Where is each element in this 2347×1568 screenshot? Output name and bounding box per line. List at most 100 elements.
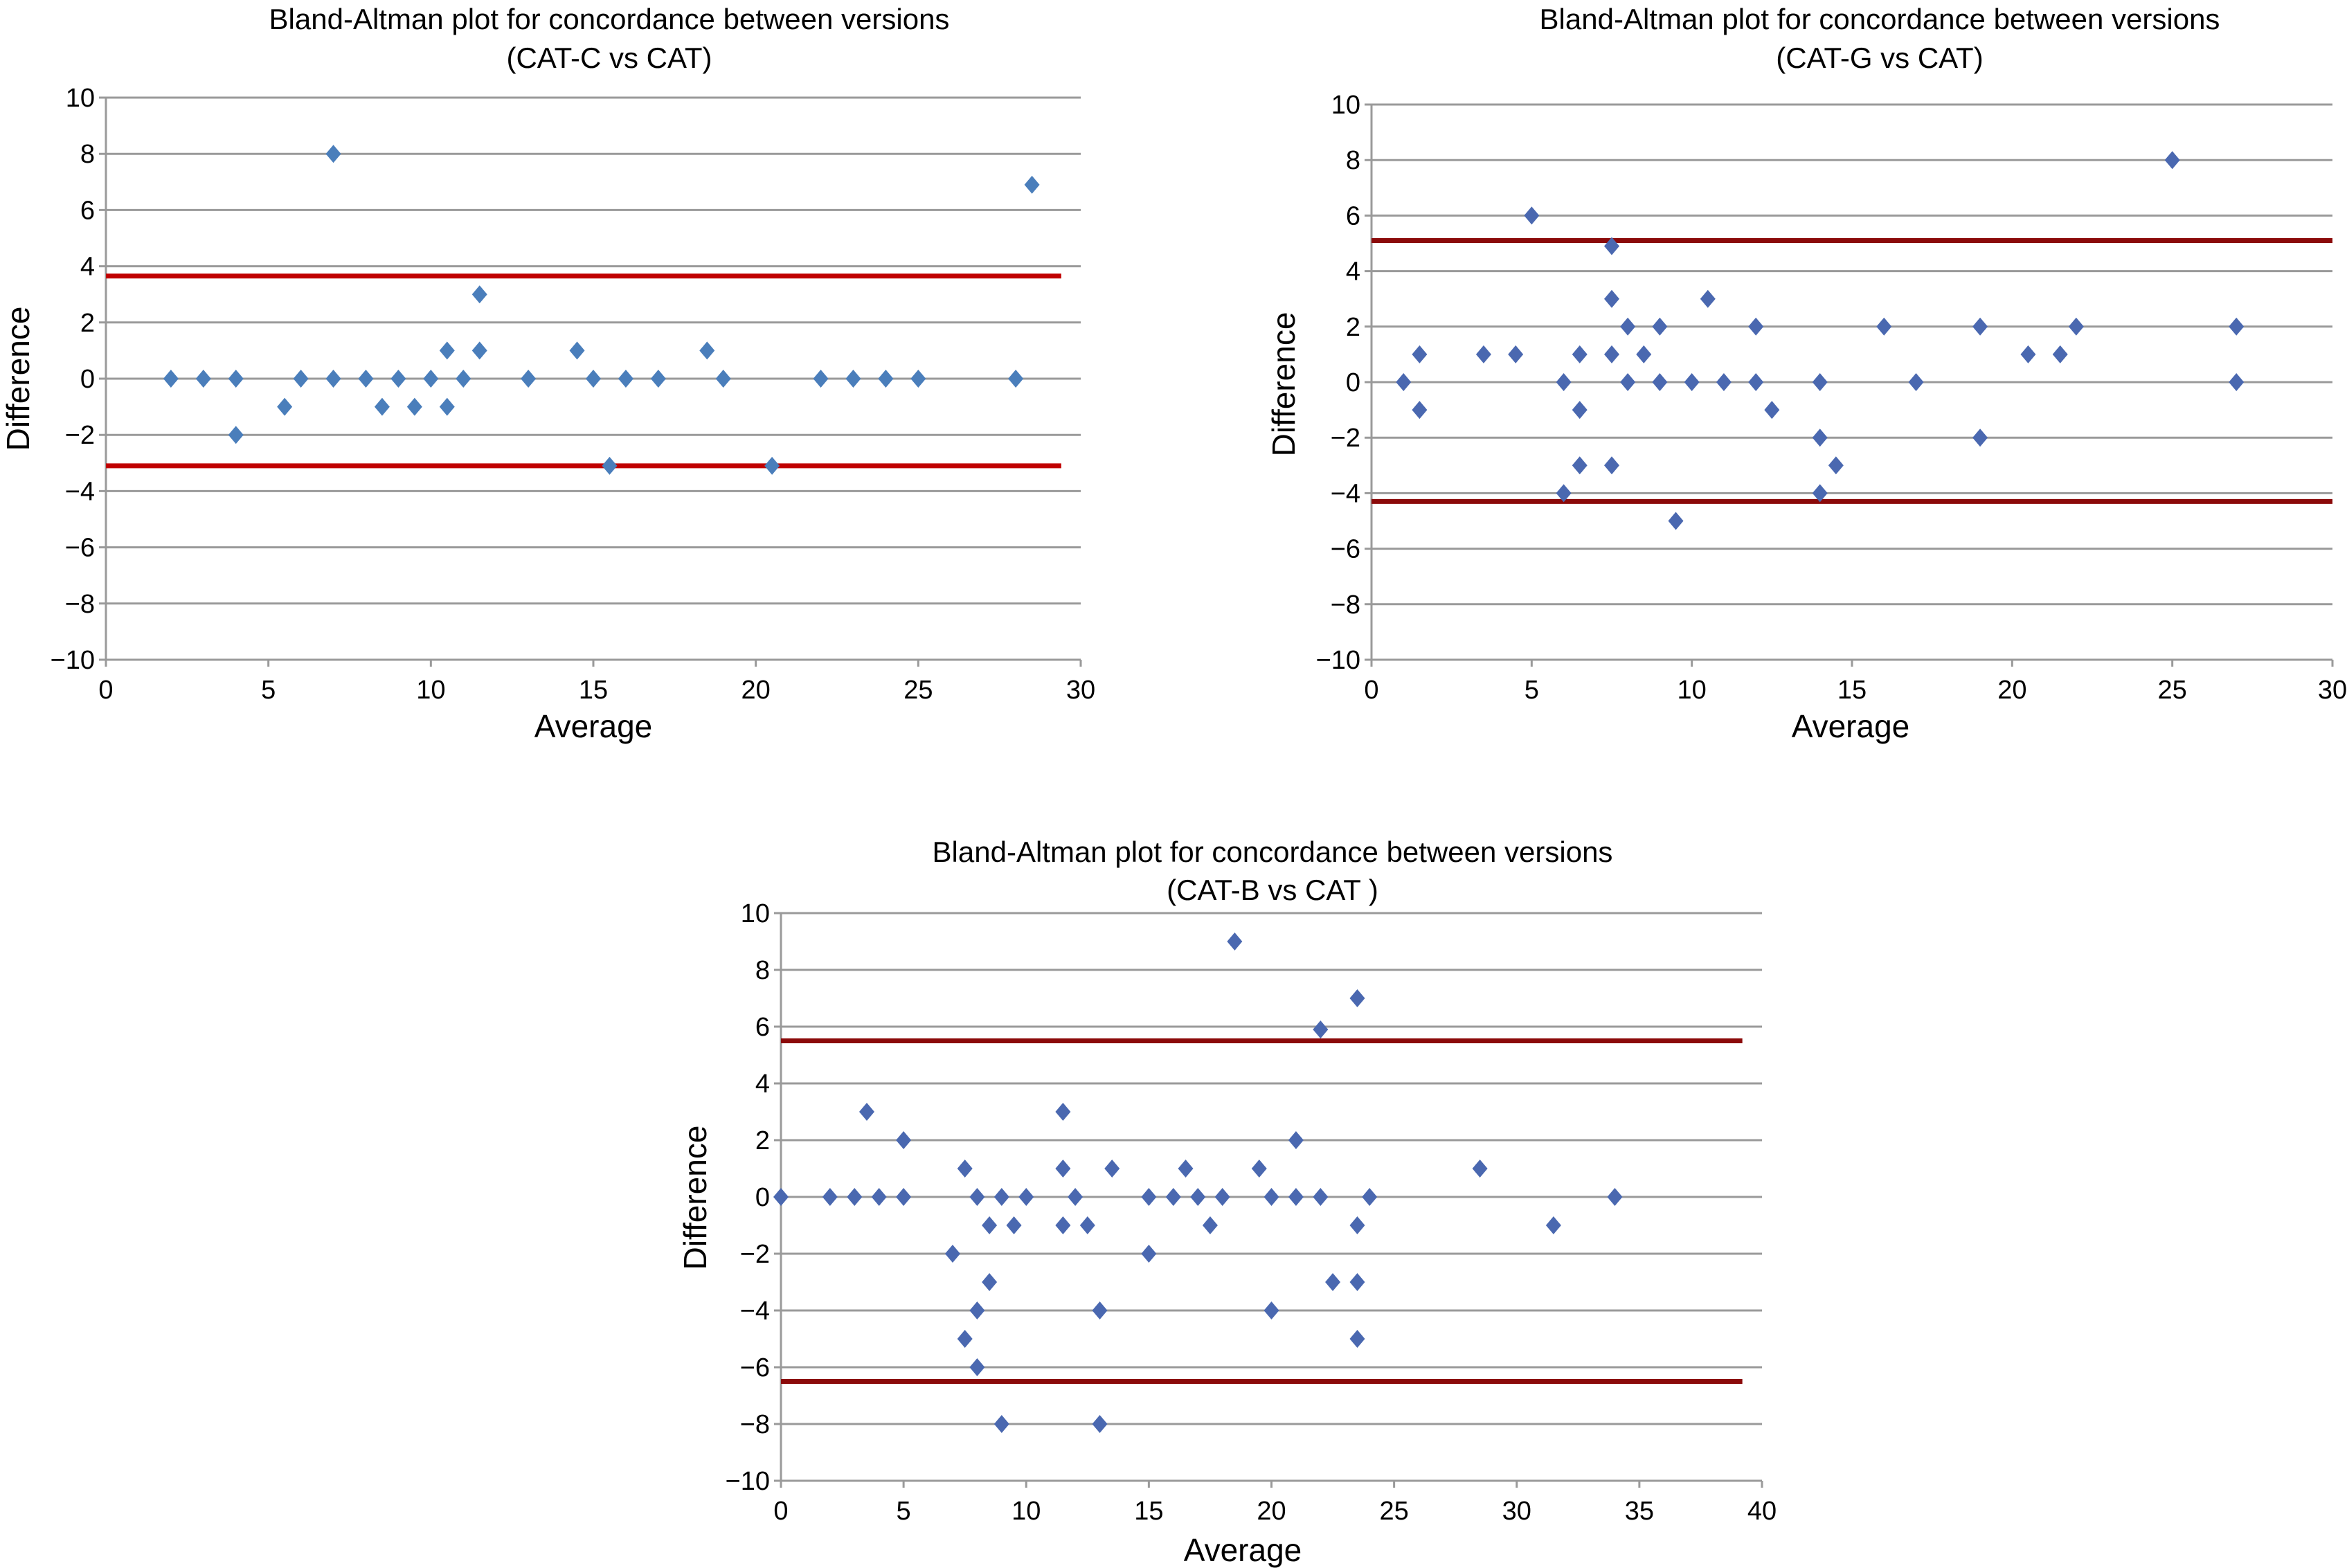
y-tick-label: −10 [1316, 646, 1360, 675]
y-tick-label: 0 [755, 1183, 770, 1212]
x-tick-label: 10 [416, 676, 445, 705]
data-point [1092, 1415, 1108, 1433]
data-point [813, 370, 829, 388]
chart-title-line-1: Bland-Altman plot for concordance betwee… [933, 836, 1613, 868]
data-point [1812, 373, 1828, 391]
data-point [1604, 345, 1619, 363]
data-point [325, 145, 341, 163]
data-point [650, 370, 666, 388]
y-tick-label: 6 [80, 196, 95, 225]
data-point [1008, 370, 1024, 388]
x-tick-label: 30 [2318, 676, 2347, 705]
data-point [2164, 151, 2180, 170]
data-point [871, 1188, 887, 1206]
data-point [1068, 1188, 1083, 1206]
data-point [1652, 373, 1668, 391]
data-point [1556, 484, 1572, 503]
chart-title-line-1: Bland-Altman plot for concordance betwee… [1540, 3, 2220, 35]
x-tick-label: 25 [1379, 1497, 1408, 1526]
y-tick-label: −10 [726, 1467, 770, 1496]
data-point [1006, 1216, 1022, 1234]
data-point [845, 370, 861, 388]
x-tick-label: 20 [1997, 676, 2026, 705]
data-point [1288, 1131, 1304, 1149]
data-point [1572, 456, 1588, 475]
data-point [1472, 1160, 1488, 1178]
data-point [1668, 512, 1684, 530]
data-point [1055, 1103, 1071, 1121]
data-point [1604, 456, 1619, 475]
data-point [1349, 1273, 1365, 1291]
y-axis-label: Difference [677, 1126, 713, 1270]
data-point [1764, 401, 1780, 420]
data-point [374, 397, 390, 416]
data-point [847, 1188, 863, 1206]
data-point [1604, 237, 1619, 255]
y-tick-label: 6 [755, 1013, 770, 1042]
y-tick-label: 4 [1346, 258, 1360, 287]
data-point [471, 285, 487, 304]
y-tick-label: −2 [65, 421, 95, 450]
data-point [944, 1245, 960, 1263]
data-point [910, 370, 926, 388]
x-tick-label: 25 [2158, 676, 2187, 705]
chart-title-line-2: (CAT-B vs CAT ) [1167, 874, 1378, 906]
y-tick-label: −8 [1331, 591, 1360, 620]
y-tick-label: 4 [80, 253, 95, 282]
data-point [969, 1301, 985, 1319]
y-tick-label: −8 [740, 1410, 770, 1439]
x-tick-label: 5 [261, 676, 276, 705]
data-point [1325, 1273, 1341, 1291]
data-point [1908, 373, 1924, 391]
data-point [993, 1415, 1009, 1433]
data-point [602, 456, 618, 475]
data-point [1349, 1216, 1365, 1234]
y-tick-label: −4 [740, 1297, 770, 1326]
y-tick-label: −6 [1331, 535, 1360, 564]
chart-cat-g: Bland-Altman plot for concordance betwee… [1266, 3, 2347, 744]
y-tick-label: −4 [1331, 479, 1360, 508]
x-tick-label: 20 [1257, 1497, 1286, 1526]
data-point [293, 370, 309, 388]
x-tick-label: 10 [1678, 676, 1707, 705]
y-tick-label: −8 [65, 590, 95, 619]
data-point [1572, 401, 1588, 420]
data-point [1556, 373, 1572, 391]
y-tick-label: 2 [80, 309, 95, 338]
data-point [1018, 1188, 1034, 1206]
data-point [325, 370, 341, 388]
data-point [1104, 1160, 1120, 1178]
y-axis-label: Difference [0, 307, 36, 451]
data-point [1620, 317, 1636, 336]
x-tick-label: 30 [1502, 1497, 1531, 1526]
data-point [1055, 1216, 1071, 1234]
data-point [1572, 345, 1588, 363]
x-tick-label: 25 [903, 676, 933, 705]
y-tick-label: 2 [1346, 313, 1360, 342]
data-point [1636, 345, 1652, 363]
data-point [390, 370, 406, 388]
data-point [1412, 401, 1428, 420]
data-point [969, 1358, 985, 1376]
data-point [1972, 429, 1988, 447]
y-tick-label: 10 [66, 84, 95, 113]
chart-cat-c: Bland-Altman plot for concordance betwee… [0, 3, 1095, 744]
x-tick-label: 35 [1625, 1497, 1654, 1526]
y-tick-label: 4 [755, 1070, 770, 1099]
data-point [1165, 1188, 1181, 1206]
chart-title-line-2: (CAT-G vs CAT) [1776, 42, 1983, 74]
data-point [1412, 345, 1428, 363]
data-point [1214, 1188, 1230, 1206]
data-point [822, 1188, 838, 1206]
data-point [1716, 373, 1732, 391]
data-point [715, 370, 731, 388]
x-tick-label: 15 [1134, 1497, 1163, 1526]
data-point [1545, 1216, 1561, 1234]
data-point [2052, 345, 2068, 363]
x-tick-label: 0 [1364, 676, 1378, 705]
data-point [1475, 345, 1491, 363]
data-point [1524, 206, 1540, 225]
x-tick-label: 5 [1525, 676, 1539, 705]
y-tick-label: 0 [80, 365, 95, 394]
data-point [1812, 429, 1828, 447]
